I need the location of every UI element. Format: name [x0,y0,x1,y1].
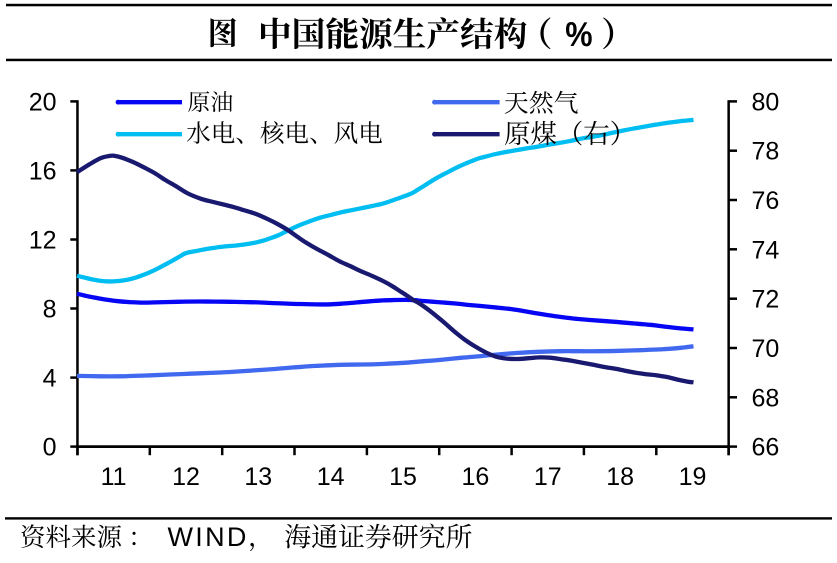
svg-text:18: 18 [606,463,634,491]
svg-text:0: 0 [43,434,57,462]
svg-text:WIND: WIND [168,522,249,552]
svg-text:16: 16 [29,157,57,185]
svg-text:66: 66 [752,434,780,462]
svg-text:76: 76 [752,187,780,215]
svg-text:12: 12 [29,227,57,255]
svg-text:78: 78 [752,138,780,166]
svg-text:14: 14 [317,463,345,491]
svg-text:80: 80 [752,88,780,116]
svg-text:8: 8 [43,296,57,324]
svg-text:74: 74 [752,236,780,264]
svg-text:13: 13 [244,463,272,491]
svg-text:68: 68 [752,384,780,412]
svg-text:4: 4 [43,365,57,393]
svg-text:11: 11 [101,463,127,491]
svg-text:20: 20 [29,88,57,116]
svg-text:15: 15 [389,463,417,491]
svg-text:19: 19 [679,463,707,491]
svg-text:72: 72 [752,286,780,314]
svg-text:16: 16 [461,463,489,491]
svg-text:17: 17 [534,463,562,491]
svg-text:12: 12 [172,463,200,491]
svg-text:70: 70 [752,335,780,363]
